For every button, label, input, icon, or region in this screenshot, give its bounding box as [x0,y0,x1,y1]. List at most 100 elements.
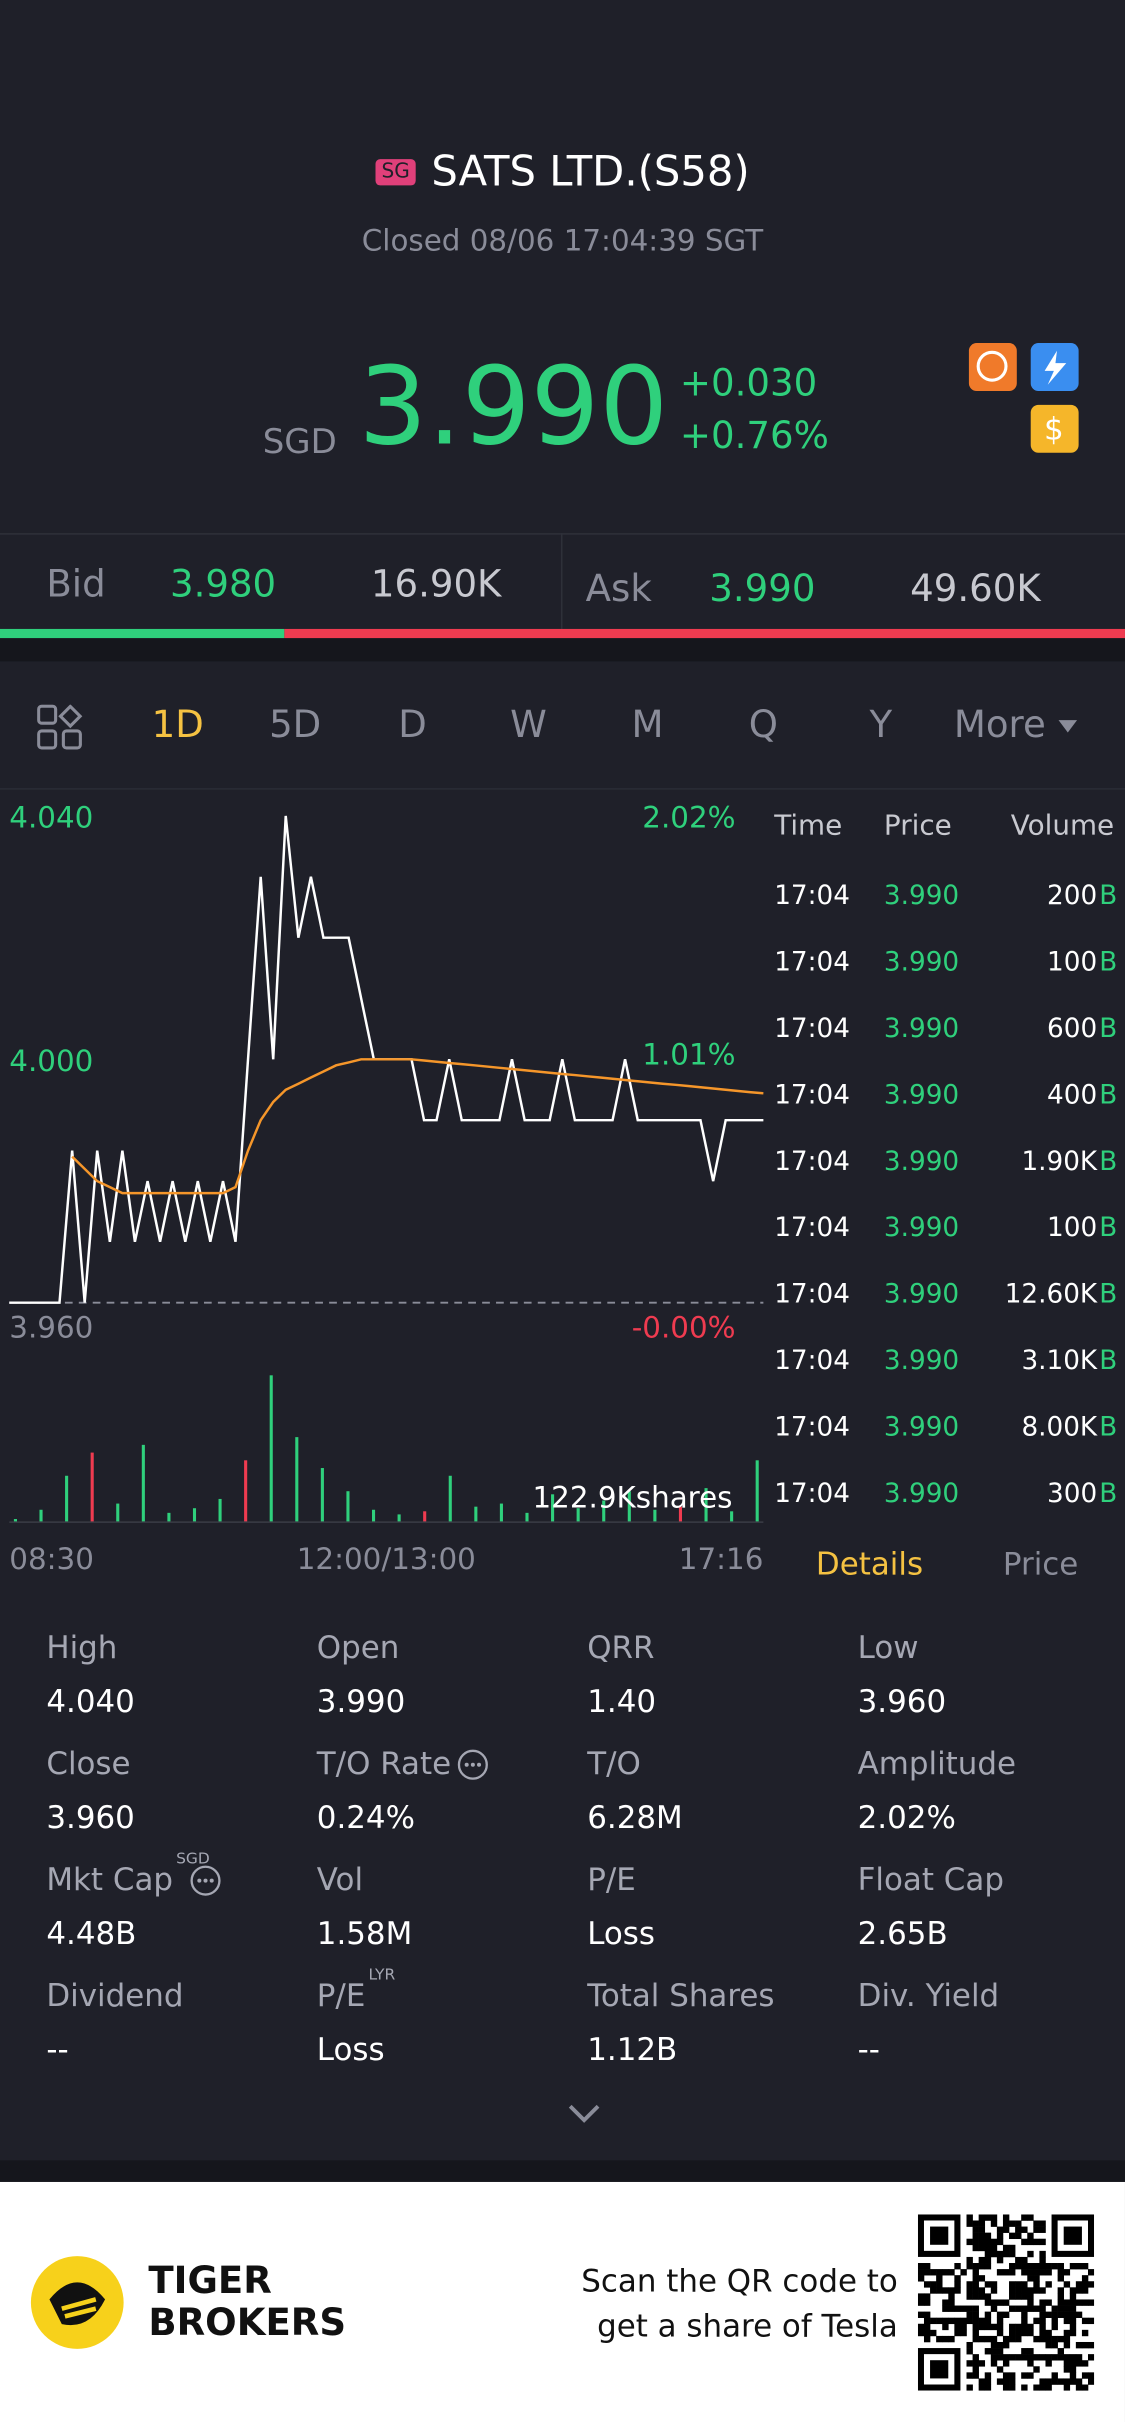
qr-cell [996,2323,1004,2331]
qr-cell [1063,2329,1071,2337]
promo: get a share of Tesla [597,2307,898,2345]
period-tab[interactable]: 1D [151,703,204,747]
more-arrow [1058,720,1078,733]
period-tab[interactable]: 5D [269,703,322,747]
qr-cell [1039,2311,1046,2318]
y-tick-label: 4.000 [9,1044,93,1078]
period-tab[interactable]: W [510,703,547,747]
period-tab[interactable]: More [953,703,1046,747]
volume-bar [704,1488,708,1523]
qr-cell [1015,2305,1022,2312]
period-tab[interactable]: D [398,703,427,747]
qr-cell [1009,2244,1016,2252]
trade-price: 3.990 [883,1345,960,1377]
qr-cell [1033,2281,1040,2288]
qr-cell [1075,2341,1083,2349]
qr-cell [936,2287,943,2294]
period-tab[interactable]: M [631,703,664,747]
period-tab[interactable]: Q [748,703,778,747]
qr-cell [1015,2293,1022,2300]
layout-icon[interactable] [37,704,83,751]
qr-cell [990,2335,998,2343]
qr-cell [1009,2354,1016,2361]
y2-tick-label: 2.02% [642,801,735,835]
trade-volume: 100 [1047,947,1098,979]
qr-cell [1033,2238,1040,2246]
qr-cell [917,2293,925,2300]
qr-cell [1009,2281,1016,2288]
qr-cell [1027,2238,1034,2246]
qr-cell [954,2263,961,2270]
stat-value: 3.990 [316,1682,406,1720]
trade-time: 17:04 [774,1345,850,1377]
qr-cell [972,2372,979,2379]
qr-cell [1033,2366,1040,2373]
qr-cell [1027,2348,1034,2355]
volume-bar [755,1460,759,1523]
qr-cell [1075,2354,1083,2361]
qr-cell [1039,2226,1046,2233]
trade-price: 3.990 [883,1013,960,1045]
panel-tab[interactable]: Details [815,1545,924,1583]
qr-cell [984,2250,992,2258]
qr-cell [1027,2372,1034,2379]
qr-cell [1027,2287,1034,2294]
qr-cell [954,2275,961,2282]
qr-cell [978,2214,986,2221]
qr-cell [954,2287,961,2294]
qr-cell [996,2311,1004,2318]
trade-side: B [1099,1478,1118,1510]
trade-price: 3.990 [883,1412,960,1444]
qr-cell [978,2384,986,2391]
qr-cell [972,2281,979,2288]
stat-value: Loss [316,2030,385,2068]
y2-tick-label: 1.01% [642,1038,735,1072]
stat-label: Div. Yield [857,1976,1000,2014]
qr-cell [1075,2281,1083,2288]
svg-text:$: $ [1044,412,1064,448]
qr-cell [930,2329,937,2337]
qr-cell [948,2299,955,2306]
qr-cell [930,2269,937,2276]
info-icon[interactable] [188,1864,222,1898]
qr-code[interactable] [917,2214,1095,2391]
panel-tab[interactable]: Price [1002,1545,1079,1583]
volume-bar [397,1514,401,1523]
qr-cell [978,2275,986,2282]
qr-cell [954,2317,961,2325]
y-tick-label: 4.040 [9,801,93,835]
qr-cell [1021,2348,1028,2355]
volume-bar [346,1491,350,1523]
x-tick-label: 08:30 [9,1542,94,1576]
expand-chevron[interactable] [566,2102,603,2127]
qr-cell [1081,2329,1089,2337]
stat-sup: LYR [368,1967,396,1985]
qr-cell [942,2287,949,2294]
brand: BROKERS [148,2300,347,2345]
stat-value: 1.58M [316,1914,413,1952]
qr-cell [954,2305,961,2312]
x-tick-label: 12:00/13:00 [297,1542,476,1576]
qr-cell [930,2317,937,2325]
qr-cell [1002,2250,1010,2258]
trade-price: 3.990 [883,1080,960,1112]
period-tab[interactable]: Y [869,703,893,747]
qr-cell [1039,2354,1046,2361]
title-row: SG SATS LTD.(S58) [0,148,1125,196]
qr-cell [1075,2299,1083,2306]
info-icon[interactable] [456,1748,490,1782]
stat-label: T/O Rate [316,1744,452,1782]
volume-bar [525,1512,529,1523]
trade-side: B [1099,1213,1118,1244]
qr-cell [1063,2269,1071,2276]
trade-volume: 400 [1047,1080,1098,1112]
qr-cell [1021,2293,1028,2300]
qr-cell [1027,2250,1034,2258]
qr-cell [990,2323,998,2331]
qr-cell [960,2269,967,2276]
qr-cell [990,2281,998,2288]
qr-cell [996,2378,1004,2385]
ask-price: 3.990 [709,567,816,611]
qr-cell [1075,2287,1083,2294]
